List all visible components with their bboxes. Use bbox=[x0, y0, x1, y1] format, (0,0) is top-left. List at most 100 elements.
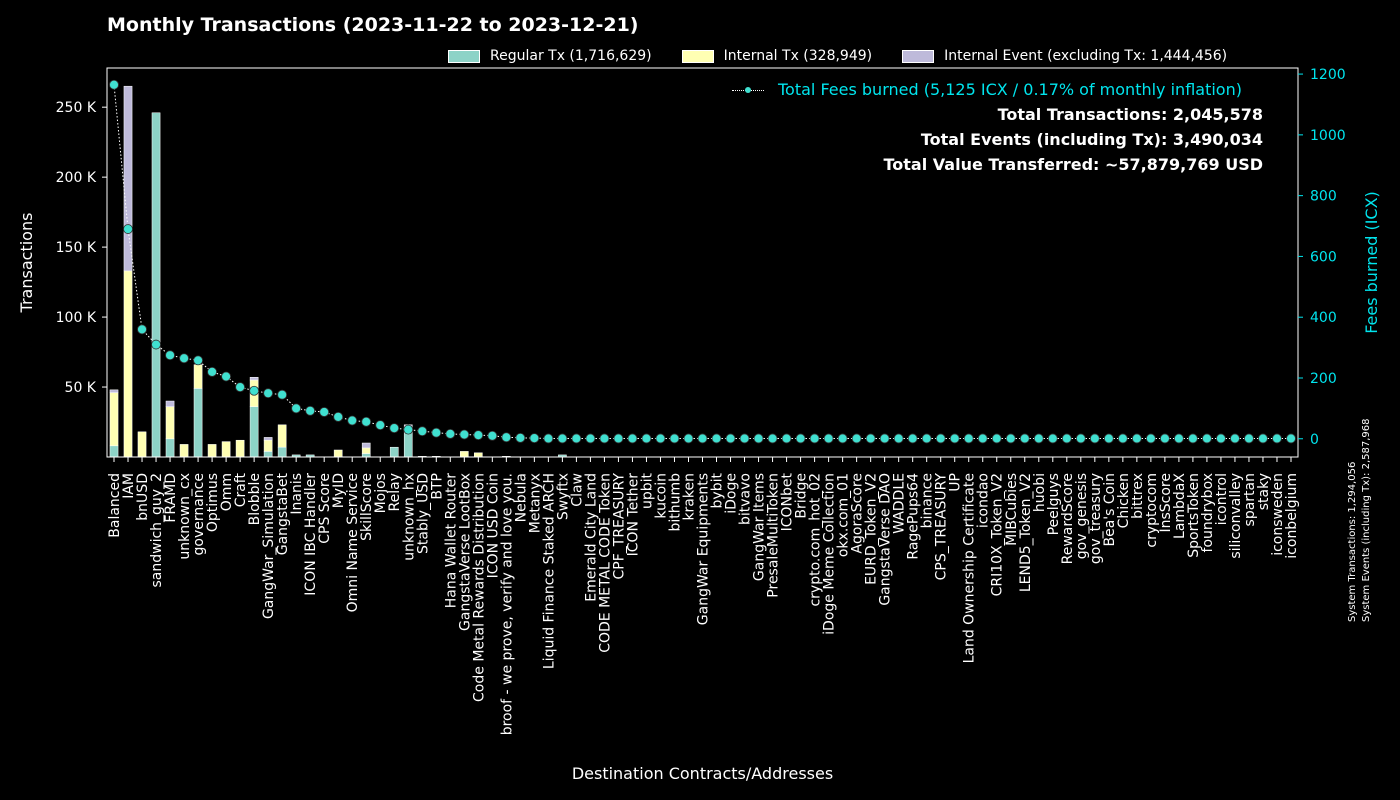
fees-point bbox=[1075, 433, 1086, 444]
x-tick-label: Emerald City Land bbox=[583, 473, 599, 602]
fees-legend-label: Total Fees burned (5,125 ICX / 0.17% of … bbox=[778, 80, 1242, 99]
bar-segment bbox=[165, 406, 175, 440]
fees-point bbox=[291, 403, 302, 414]
fees-point bbox=[1244, 433, 1254, 444]
y2-tick-label: 1200 bbox=[1310, 67, 1346, 83]
y-tick-label: 250 K bbox=[56, 100, 97, 116]
x-tick-label: kraken bbox=[681, 473, 697, 521]
fees-point bbox=[543, 433, 554, 444]
x-tick-label: gov_genesis bbox=[1074, 473, 1090, 559]
fees-point bbox=[599, 433, 610, 444]
x-tick-label: LEND5_Token_V2 bbox=[1018, 473, 1034, 592]
fees-point bbox=[305, 405, 316, 416]
fees-point bbox=[851, 433, 862, 444]
x-tick-label: Hana Wallet Router bbox=[443, 473, 459, 609]
x-tick-label: Craft bbox=[233, 473, 249, 508]
x-tick-label: staky bbox=[1256, 473, 1272, 510]
fees-point bbox=[1216, 433, 1226, 444]
bar-segment bbox=[137, 431, 147, 458]
x-tick-label: RagePups64 bbox=[906, 473, 922, 560]
bar-segment bbox=[389, 446, 399, 458]
bar-segment bbox=[151, 112, 161, 458]
fees-point bbox=[865, 433, 876, 444]
fees-point bbox=[921, 433, 932, 444]
fees-point bbox=[781, 433, 792, 444]
fees-point bbox=[151, 339, 161, 350]
x-tick-label: bitvavo bbox=[738, 473, 754, 525]
x-tick-label: MyID bbox=[331, 473, 347, 508]
legend-swatch-internal-event bbox=[902, 49, 935, 63]
fees-point bbox=[1089, 433, 1100, 444]
x-tick-label: GangstaVerse LootBox bbox=[457, 473, 473, 631]
y-tick-label: 100 K bbox=[56, 310, 97, 326]
x-tick-label: ICONbet bbox=[780, 472, 796, 531]
fees-point bbox=[809, 433, 820, 444]
fees-point bbox=[907, 433, 918, 444]
x-tick-label: BTP bbox=[429, 473, 445, 500]
x-tick-label: CPS Score bbox=[317, 473, 333, 544]
system-events: System Events (including Tx): 2,587,968 bbox=[1361, 418, 1372, 623]
fees-point bbox=[487, 430, 498, 441]
x-tick-label: GangWar_Simulation bbox=[261, 473, 277, 619]
x-axis-label: Destination Contracts/Addresses bbox=[572, 764, 833, 783]
fees-point bbox=[1005, 433, 1016, 444]
fees-point bbox=[1258, 433, 1268, 444]
bar-segment bbox=[221, 441, 231, 458]
fees-point bbox=[697, 433, 708, 444]
x-tick-label: GangstaVerse DAO bbox=[878, 473, 894, 606]
chart-title: Monthly Transactions (2023-11-22 to 2023… bbox=[107, 14, 639, 36]
x-tick-label: Inanis bbox=[289, 473, 305, 515]
total-transactions: Total Transactions: 2,045,578 bbox=[997, 105, 1263, 124]
fees-point bbox=[613, 433, 624, 444]
bar-segment bbox=[165, 438, 175, 458]
x-tick-label: GangWar Items bbox=[752, 473, 768, 581]
fees-point bbox=[473, 430, 484, 441]
x-tick-label: unknown_hx bbox=[401, 473, 417, 561]
fees-point bbox=[333, 411, 344, 422]
bar-segment bbox=[459, 451, 469, 458]
bar-segment bbox=[179, 444, 189, 458]
x-tick-label: WADDLE bbox=[892, 473, 908, 534]
x-tick-label: Blobble bbox=[247, 473, 263, 525]
legend-swatch-regular-tx bbox=[448, 49, 480, 63]
x-tick-label: MIBCubies bbox=[1004, 473, 1020, 546]
bar-segment bbox=[361, 453, 371, 458]
x-tick-label: Land Ownership Certificate bbox=[962, 473, 978, 663]
fees-point bbox=[123, 224, 133, 234]
fees-point bbox=[669, 433, 680, 444]
y2-tick-label: 400 bbox=[1310, 310, 1337, 326]
fees-point bbox=[1174, 433, 1184, 444]
fees-point bbox=[655, 433, 666, 444]
x-tick-label: icontrol bbox=[1214, 473, 1230, 525]
legend-item-internal-tx: Internal Tx (328,949) bbox=[681, 48, 872, 64]
fees-point bbox=[235, 382, 246, 393]
bar-segment bbox=[207, 444, 217, 458]
y2-tick-label: 800 bbox=[1310, 189, 1337, 205]
y2-tick-label: 0 bbox=[1310, 432, 1319, 448]
x-tick-label: SkillScore bbox=[359, 473, 375, 541]
x-tick-label: Swyftx bbox=[555, 473, 571, 520]
x-tick-label: huobi bbox=[1032, 473, 1048, 512]
x-tick-label: ICON USD Coin bbox=[485, 473, 501, 578]
x-tick-label: Liquid Finance Staked ARCH bbox=[541, 473, 557, 669]
fees-point bbox=[361, 416, 372, 427]
x-tick-label: Balanced bbox=[107, 473, 123, 538]
fees-point bbox=[165, 350, 175, 361]
fees-point bbox=[417, 426, 428, 437]
fees-point bbox=[515, 432, 526, 443]
fees-point bbox=[137, 324, 147, 335]
x-tick-label: Relay bbox=[387, 473, 403, 511]
total-value: Total Value Transferred: ~57,879,769 USD bbox=[883, 155, 1264, 174]
fees-point bbox=[1202, 433, 1212, 444]
fees-legend: Total Fees burned (5,125 ICX / 0.17% of … bbox=[732, 80, 1242, 99]
x-tick-label: crypto.com_hot_02 bbox=[808, 473, 824, 607]
x-tick-label: gov_treasury bbox=[1088, 473, 1104, 564]
bar-segment bbox=[123, 85, 133, 272]
fees-point bbox=[1103, 433, 1114, 444]
fees-point bbox=[711, 433, 722, 444]
bar-segment bbox=[333, 449, 343, 458]
y-axis-label: Transactions bbox=[17, 213, 36, 314]
x-tick-label: FRAMD bbox=[163, 473, 179, 523]
fees-legend-line-icon bbox=[732, 85, 764, 95]
